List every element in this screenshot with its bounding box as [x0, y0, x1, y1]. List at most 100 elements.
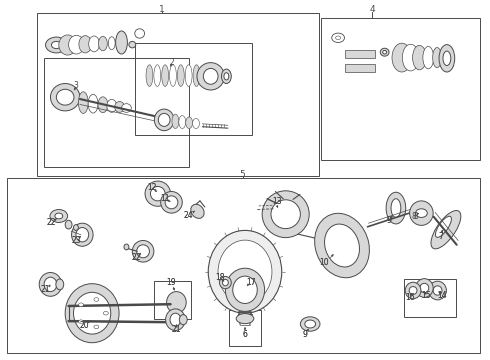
Text: 22: 22: [131, 253, 141, 262]
Text: 20: 20: [79, 321, 89, 330]
Text: 13: 13: [272, 197, 282, 206]
Text: 5: 5: [240, 170, 245, 179]
Ellipse shape: [380, 48, 389, 56]
Text: 19: 19: [166, 278, 175, 287]
Ellipse shape: [225, 268, 265, 311]
Ellipse shape: [88, 94, 98, 113]
Ellipse shape: [69, 35, 84, 54]
Ellipse shape: [78, 92, 88, 113]
Ellipse shape: [145, 181, 171, 206]
Text: 8: 8: [413, 212, 418, 220]
Ellipse shape: [146, 65, 153, 86]
Text: 12: 12: [147, 183, 157, 192]
Text: 10: 10: [319, 258, 329, 267]
Ellipse shape: [186, 117, 193, 129]
Circle shape: [78, 320, 83, 324]
Ellipse shape: [137, 245, 149, 258]
Ellipse shape: [208, 230, 282, 313]
Ellipse shape: [433, 48, 441, 68]
Ellipse shape: [76, 228, 89, 242]
Circle shape: [50, 210, 68, 222]
Text: 11: 11: [160, 194, 170, 203]
Ellipse shape: [165, 196, 178, 209]
Ellipse shape: [74, 225, 78, 230]
Ellipse shape: [179, 315, 187, 325]
Ellipse shape: [436, 216, 451, 237]
Ellipse shape: [59, 35, 76, 55]
Text: 23: 23: [71, 236, 81, 245]
Text: 20: 20: [79, 321, 89, 330]
Text: 9: 9: [386, 216, 391, 225]
Text: 10: 10: [319, 258, 329, 267]
Ellipse shape: [116, 31, 127, 54]
Circle shape: [416, 209, 427, 217]
Text: 16: 16: [405, 292, 415, 302]
Ellipse shape: [221, 69, 231, 84]
Ellipse shape: [56, 279, 64, 290]
Text: 21: 21: [172, 325, 181, 334]
Ellipse shape: [203, 68, 218, 84]
Text: 7: 7: [439, 232, 443, 241]
Ellipse shape: [132, 240, 154, 262]
Ellipse shape: [177, 65, 184, 86]
Ellipse shape: [98, 97, 108, 113]
Ellipse shape: [193, 118, 199, 129]
Ellipse shape: [409, 287, 417, 294]
Ellipse shape: [39, 273, 62, 296]
Bar: [345, 50, 375, 58]
Ellipse shape: [65, 220, 72, 229]
Circle shape: [46, 37, 67, 53]
Ellipse shape: [222, 279, 228, 286]
Ellipse shape: [392, 43, 412, 72]
Ellipse shape: [170, 65, 176, 86]
Ellipse shape: [44, 277, 57, 292]
Bar: [37, 13, 319, 176]
Ellipse shape: [197, 63, 224, 90]
Ellipse shape: [50, 84, 80, 111]
Ellipse shape: [429, 281, 446, 300]
Ellipse shape: [413, 45, 426, 70]
Ellipse shape: [423, 46, 434, 69]
Ellipse shape: [179, 116, 186, 129]
Bar: [229, 310, 261, 346]
Text: 22: 22: [131, 253, 141, 262]
Text: 3: 3: [74, 81, 78, 90]
Text: 11: 11: [160, 194, 170, 203]
Text: 21: 21: [40, 285, 50, 294]
Ellipse shape: [324, 224, 360, 267]
Ellipse shape: [65, 284, 119, 343]
Ellipse shape: [262, 191, 309, 238]
Ellipse shape: [108, 37, 115, 50]
Text: 15: 15: [421, 292, 431, 300]
Text: 17: 17: [246, 278, 256, 287]
Ellipse shape: [122, 104, 131, 112]
Text: 16: 16: [405, 292, 415, 302]
Text: 22: 22: [47, 217, 56, 227]
Text: 13: 13: [272, 197, 282, 206]
Circle shape: [94, 298, 99, 301]
Circle shape: [51, 41, 61, 49]
Ellipse shape: [391, 199, 401, 217]
Text: 17: 17: [246, 278, 256, 287]
Bar: [404, 279, 456, 317]
Text: 9: 9: [302, 330, 307, 338]
Ellipse shape: [124, 244, 129, 250]
Ellipse shape: [271, 200, 300, 229]
Ellipse shape: [402, 44, 419, 71]
Ellipse shape: [161, 192, 182, 213]
Ellipse shape: [410, 201, 433, 225]
Text: 22: 22: [47, 217, 56, 227]
Ellipse shape: [233, 276, 257, 303]
Ellipse shape: [386, 192, 406, 224]
Circle shape: [78, 303, 83, 306]
Ellipse shape: [439, 45, 455, 72]
Ellipse shape: [79, 36, 92, 53]
Bar: [44, 58, 189, 167]
Ellipse shape: [129, 41, 136, 48]
Ellipse shape: [150, 186, 165, 201]
Circle shape: [94, 325, 99, 329]
Text: 7: 7: [439, 232, 443, 241]
Ellipse shape: [218, 240, 272, 303]
Ellipse shape: [107, 99, 117, 112]
Circle shape: [300, 317, 320, 331]
